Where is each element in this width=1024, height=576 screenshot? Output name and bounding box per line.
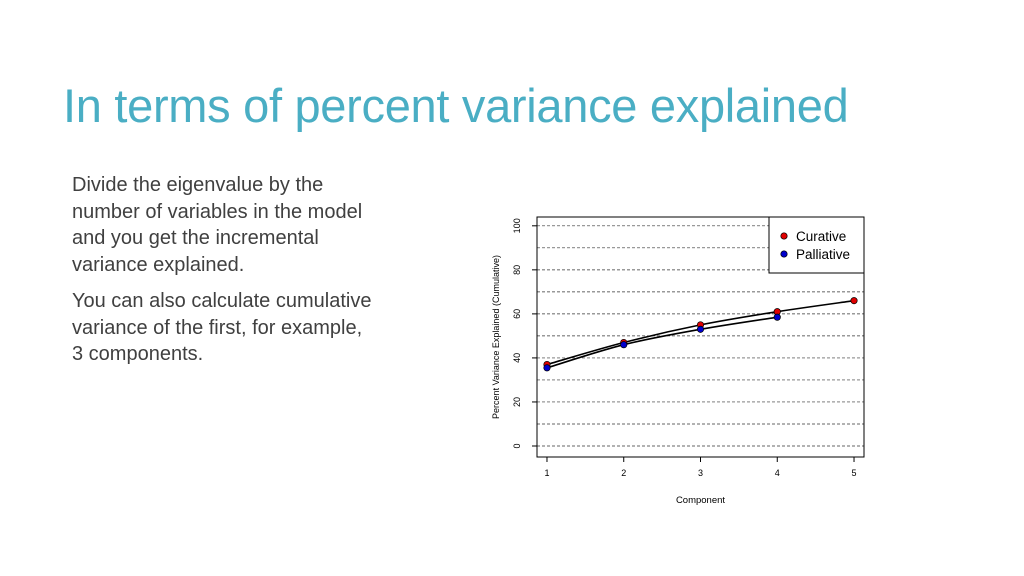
paragraph-eigenvalue: Divide the eigenvalue by the number of v…	[72, 174, 363, 276]
legend-marker-palliative	[780, 250, 788, 258]
body-text: Divide the eigenvalue by the number of v…	[72, 172, 372, 378]
legend-label-curative: Curative	[796, 229, 846, 244]
point-palliative-3	[696, 325, 705, 333]
cumulative-variance-chart: 0 20 40 60 80 100 1 2 3 4 5 Component Percent Varian…	[491, 216, 865, 506]
legend-box	[768, 216, 865, 274]
x-tick-label-3: 3	[698, 468, 703, 478]
y-tick-label-20: 20	[512, 397, 522, 407]
y-tick-label-100: 100	[512, 218, 522, 233]
x-tick-label-5: 5	[852, 468, 857, 478]
point-palliative-1	[543, 364, 551, 372]
slide-title: In terms of percent variance explained	[63, 79, 849, 132]
legend-marker-curative	[780, 232, 788, 240]
point-curative-5	[850, 297, 858, 305]
y-tick-label-0: 0	[512, 443, 522, 448]
y-tick-label-40: 40	[512, 353, 522, 363]
series-line-palliative	[546, 316, 778, 369]
point-palliative-4	[773, 313, 781, 321]
point-palliative-2	[620, 341, 628, 349]
x-tick-label-4: 4	[775, 468, 780, 478]
legend-label-palliative: Palliative	[796, 247, 850, 262]
paragraph-cumulative: You can also calculate cumulative varian…	[72, 290, 372, 365]
x-tick-label-1: 1	[544, 468, 549, 478]
y-axis-label: Percent Variance Explained (Cumulative)	[491, 255, 501, 419]
y-tick-label-60: 60	[512, 309, 522, 319]
y-tick-label-80: 80	[512, 265, 522, 275]
x-axis-label: Component	[676, 495, 725, 506]
x-tick-label-2: 2	[621, 468, 626, 478]
